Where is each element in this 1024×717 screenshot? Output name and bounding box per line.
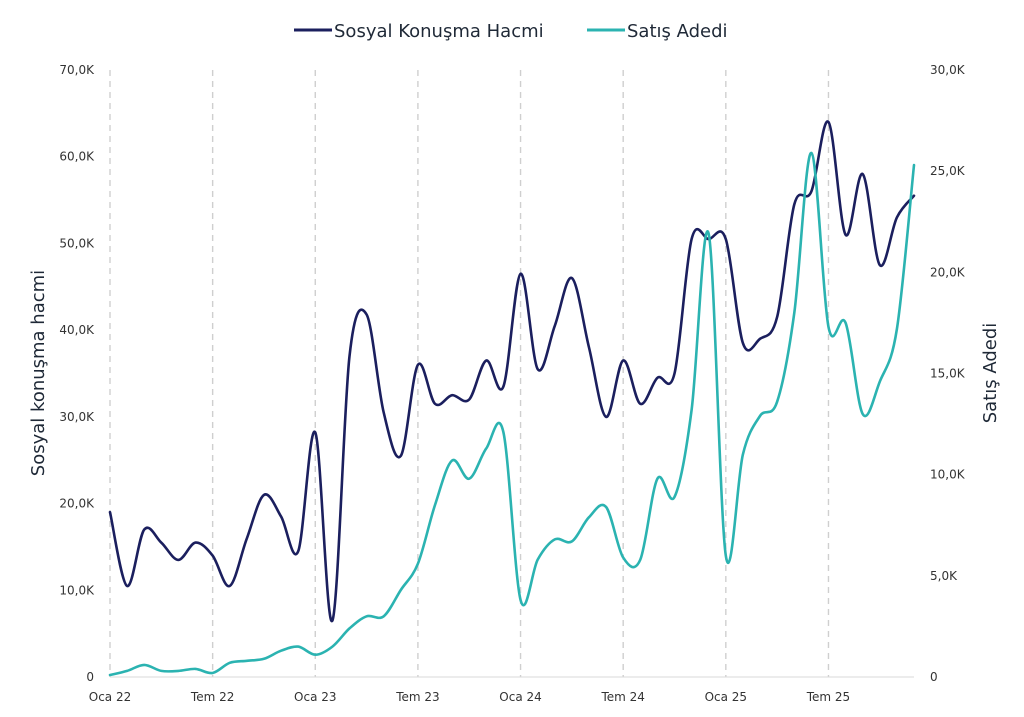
series-line-2 (108, 151, 916, 677)
y-left-tick-label: 50,0K (59, 236, 95, 250)
y-left-tick-label: 0 (86, 670, 94, 684)
axes: Oca 22 Tem 22 Oca 23 Tem 23 Oca 24 Tem 24 Oca … (59, 63, 965, 704)
x-tick-label: Tem 22 (190, 690, 234, 704)
series-lines (108, 120, 916, 677)
x-tick-label: Tem 25 (806, 690, 850, 704)
y-right-tick-label: 20,0K (930, 265, 966, 279)
series-line-1 (108, 120, 916, 622)
x-tick-label: Oca 25 (705, 690, 747, 704)
y-right-tick-label: 15,0K (930, 367, 966, 381)
y-right-tick-label: 25,0K (930, 164, 966, 178)
y-right-tick-label: 5,0K (930, 569, 958, 583)
x-tick-label: Tem 23 (395, 690, 439, 704)
x-tick-label: Tem 24 (600, 690, 644, 704)
y-axis-left-title: Sosyal konuşma hacmi (28, 270, 49, 476)
y-axis-right-title: Satış Adedi (980, 323, 1001, 424)
legend-label: Satış Adedi (627, 21, 728, 42)
y-left-tick-label: 60,0K (59, 150, 95, 164)
y-left-tick-label: 40,0K (59, 323, 95, 337)
y-left-tick-label: 10,0K (59, 583, 95, 597)
y-right-tick-label: 0 (930, 670, 938, 684)
y-right-tick-label: 10,0K (930, 468, 966, 482)
x-tick-label: Oca 24 (499, 690, 541, 704)
x-tick-label: Oca 22 (89, 690, 131, 704)
gridlines (109, 70, 914, 678)
legend: Sosyal Konuşma Hacmi Satış Adedi (294, 21, 728, 42)
x-tick-label: Oca 23 (294, 690, 336, 704)
y-left-tick-label: 20,0K (59, 497, 95, 511)
y-left-tick-label: 30,0K (59, 410, 95, 424)
y-right-tick-label: 30,0K (930, 63, 966, 77)
y-left-tick-label: 70,0K (59, 63, 95, 77)
legend-label: Sosyal Konuşma Hacmi (334, 21, 544, 42)
